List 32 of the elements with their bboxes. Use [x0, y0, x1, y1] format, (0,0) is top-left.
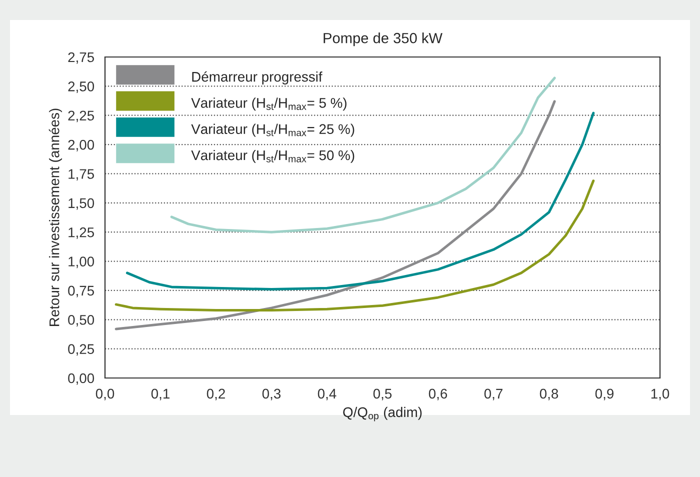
- line-series: [114, 179, 595, 312]
- x-tick-label: 0,6: [428, 388, 448, 400]
- y-tick-label: 1,00: [68, 256, 94, 268]
- y-tick-label: 2,50: [68, 82, 94, 93]
- legend-label: Variateur (H$_{st}$/H$_{max}$= 25 %): [191, 124, 354, 137]
- x-tick-label: 0,1: [151, 388, 170, 400]
- x-tick-label: 0,4: [318, 388, 336, 400]
- legend-label: Variateur (H$_{st}$/H$_{max}$= 5 %): [191, 98, 346, 111]
- y-tick-label: 1,75: [68, 169, 94, 181]
- x-tick-label: 1,0: [651, 388, 670, 400]
- x-tick-label: 0,2: [206, 388, 225, 400]
- line-series: [126, 112, 595, 291]
- y-tick-label: 2,25: [68, 110, 94, 122]
- y-tick-label: 1,25: [68, 227, 94, 239]
- x-axis-title: Q/Q$_{op}$ (adim): [343, 406, 422, 422]
- x-tick-label: 0,5: [373, 388, 392, 400]
- y-tick-label: 0,25: [68, 344, 94, 356]
- y-tick-label: 0,00: [68, 373, 94, 385]
- x-tick-label: 0,7: [484, 388, 502, 400]
- x-tick-label: 0,8: [540, 388, 558, 400]
- legend-label: Variateur (H$_{st}$/H$_{max}$= 50 %): [191, 150, 354, 163]
- x-tick-label: 0,9: [595, 388, 614, 400]
- chart-title: Pompe de 350 kW: [324, 32, 442, 46]
- x-tick-label: 0,3: [262, 388, 281, 400]
- y-axis-title: Retour sur investissement (années): [48, 108, 62, 326]
- x-tick-label: 0,0: [96, 388, 114, 400]
- y-tick-label: 0,50: [68, 314, 94, 326]
- y-tick-label: 0,75: [68, 286, 94, 298]
- y-tick-label: 2,75: [68, 52, 94, 64]
- legend-label: Démarreur progressif: [192, 71, 322, 84]
- y-tick-label: 1,50: [68, 198, 94, 210]
- y-tick-label: 2,00: [68, 140, 94, 152]
